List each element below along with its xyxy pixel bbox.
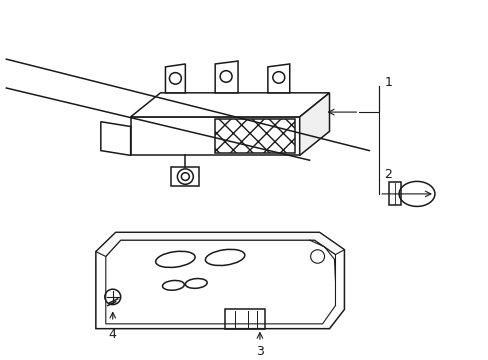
- Polygon shape: [96, 233, 344, 329]
- Polygon shape: [130, 117, 299, 156]
- Polygon shape: [215, 61, 238, 93]
- Polygon shape: [130, 93, 329, 117]
- Ellipse shape: [398, 181, 434, 206]
- Polygon shape: [299, 93, 329, 156]
- Text: 1: 1: [384, 76, 391, 89]
- Polygon shape: [215, 119, 294, 153]
- Polygon shape: [267, 64, 289, 93]
- Polygon shape: [165, 64, 185, 93]
- Polygon shape: [171, 167, 199, 186]
- Text: 4: 4: [109, 328, 117, 341]
- Text: 2: 2: [384, 168, 391, 181]
- Text: 3: 3: [255, 345, 264, 358]
- Polygon shape: [101, 122, 130, 156]
- Polygon shape: [388, 183, 400, 206]
- Polygon shape: [96, 233, 344, 256]
